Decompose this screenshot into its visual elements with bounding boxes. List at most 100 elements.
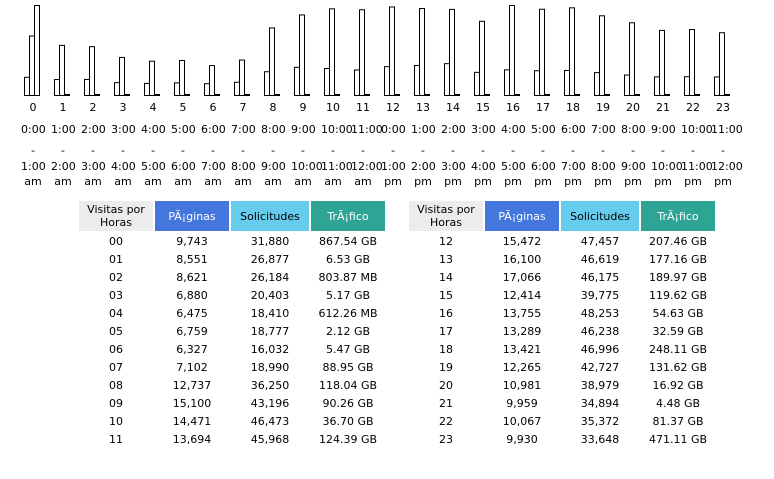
cell-requests: 31,880 <box>250 234 290 248</box>
table-row: 04 6,475 18,410 612.26 MB <box>79 305 385 321</box>
hour-label-dash: - <box>91 144 95 157</box>
cell-requests: 35,372 <box>580 414 620 428</box>
cell-hour: 15 <box>439 288 453 302</box>
table-row: 16 13,755 48,253 54.63 GB <box>409 305 715 321</box>
cell-pages: 14,471 <box>172 414 212 428</box>
table-row: 07 7,102 18,990 88.95 GB <box>79 359 385 375</box>
hour-label-start: 0:00 <box>21 123 46 136</box>
hour-label-ampm: am <box>264 175 282 188</box>
hours-table-right: Visitas por Horas PÃ¡ginas Solicitudes T… <box>407 199 717 449</box>
cell-traffic: 88.95 GB <box>322 360 374 374</box>
bar-requests <box>419 8 425 97</box>
hour-label-column: 20 8:00 - 9:00 pm <box>621 100 646 189</box>
hour-label-dash: - <box>151 144 155 157</box>
hour-label-end: 9:00 <box>261 160 286 173</box>
hour-label-ampm: pm <box>564 175 582 188</box>
bar-requests <box>629 22 635 96</box>
hour-label-ampm: am <box>324 175 342 188</box>
bar-pages <box>384 66 390 96</box>
bar-pages <box>684 76 690 96</box>
hour-label-column: 19 7:00 - 8:00 pm <box>591 100 616 189</box>
hour-label-hour: 14 <box>446 101 460 114</box>
hour-label-hour: 3 <box>119 101 127 114</box>
bar-traffic <box>334 94 340 96</box>
cell-requests: 46,473 <box>250 414 290 428</box>
bar-requests <box>239 59 245 96</box>
table-row: 12 15,472 47,457 207.46 GB <box>409 233 715 249</box>
hour-label-end: 7:00 <box>201 160 226 173</box>
hour-label-ampm: pm <box>684 175 702 188</box>
cell-hour: 11 <box>109 432 123 446</box>
bar-requests <box>89 46 95 96</box>
cell-traffic: 803.87 MB <box>318 270 378 284</box>
cell-requests: 45,968 <box>250 432 290 446</box>
hour-label-column: 1 1:00 - 2:00 am <box>51 100 76 189</box>
cell-pages: 7,102 <box>176 360 208 374</box>
hour-label-hour: 2 <box>89 101 97 114</box>
col-header-requests: Solicitudes <box>561 201 639 231</box>
cell-traffic: 177.16 GB <box>648 252 708 266</box>
table-row: 14 17,066 46,175 189.97 GB <box>409 269 715 285</box>
cell-traffic: 118.04 GB <box>318 378 378 392</box>
cell-requests: 38,979 <box>580 378 620 392</box>
col-header-pages: PÃ¡ginas <box>155 201 229 231</box>
hour-label-end: 1:00 <box>381 160 406 173</box>
bar-requests <box>359 9 365 97</box>
hour-label-ampm: pm <box>624 175 642 188</box>
bar-pages <box>234 81 240 97</box>
bar-traffic <box>214 94 220 96</box>
cell-traffic: 2.12 GB <box>325 324 371 338</box>
hour-label-end: 6:00 <box>171 160 196 173</box>
cell-pages: 13,421 <box>502 342 542 356</box>
hour-label-ampm: am <box>294 175 312 188</box>
bar-requests <box>599 15 605 97</box>
bar-pages <box>624 74 630 96</box>
hour-label-start: 0:00 <box>381 123 406 136</box>
bar-traffic <box>304 94 310 96</box>
hour-label-end: 10:00 <box>651 160 683 173</box>
hour-label-start: 7:00 <box>231 123 256 136</box>
bar-requests <box>269 27 275 96</box>
hour-label-ampm: am <box>174 175 192 188</box>
hour-label-start: 9:00 <box>291 123 316 136</box>
hour-label-dash: - <box>331 144 335 157</box>
table-row: 22 10,067 35,372 81.37 GB <box>409 413 715 429</box>
bar-pages <box>24 76 30 97</box>
hour-label-start: 5:00 <box>531 123 556 136</box>
cell-traffic: 32.59 GB <box>652 324 704 338</box>
bar-traffic <box>154 94 160 96</box>
hour-label-dash: - <box>511 144 515 157</box>
hour-label-ampm: pm <box>534 175 552 188</box>
bar-requests <box>479 20 485 96</box>
hour-label-end: 11:00 <box>681 160 713 173</box>
table-row: 11 13,694 45,968 124.39 GB <box>79 431 385 447</box>
hour-label-dash: - <box>121 144 125 157</box>
hour-label-end: 12:00 <box>351 160 383 173</box>
hour-label-start: 11:00 <box>351 123 383 136</box>
hour-label-hour: 22 <box>686 101 700 114</box>
hour-label-column: 7 7:00 - 8:00 am <box>231 100 256 189</box>
hour-label-column: 3 3:00 - 4:00 am <box>111 100 136 189</box>
table-row: 06 6,327 16,032 5.47 GB <box>79 341 385 357</box>
hour-label-dash: - <box>601 144 605 157</box>
bar-requests <box>29 35 35 96</box>
cell-requests: 18,410 <box>250 306 290 320</box>
bar-requests <box>299 14 305 96</box>
bar-requests <box>149 60 155 96</box>
cell-pages: 8,621 <box>176 270 208 284</box>
table-row: 10 14,471 46,473 36.70 GB <box>79 413 385 429</box>
bar-requests <box>659 29 665 96</box>
table-row: 05 6,759 18,777 2.12 GB <box>79 323 385 339</box>
hour-label-hour: 21 <box>656 101 670 114</box>
hour-label-dash: - <box>391 144 395 157</box>
cell-pages: 6,475 <box>176 306 208 320</box>
col-header-pages: PÃ¡ginas <box>485 201 559 231</box>
cell-pages: 13,289 <box>502 324 542 338</box>
hour-label-hour: 7 <box>239 101 247 114</box>
bar-traffic <box>364 94 370 96</box>
table-row: 03 6,880 20,403 5.17 GB <box>79 287 385 303</box>
hour-label-start: 1:00 <box>51 123 76 136</box>
cell-traffic: 131.62 GB <box>648 360 708 374</box>
bar-pages <box>354 69 360 96</box>
hour-label-column: 15 3:00 - 4:00 pm <box>471 100 496 189</box>
